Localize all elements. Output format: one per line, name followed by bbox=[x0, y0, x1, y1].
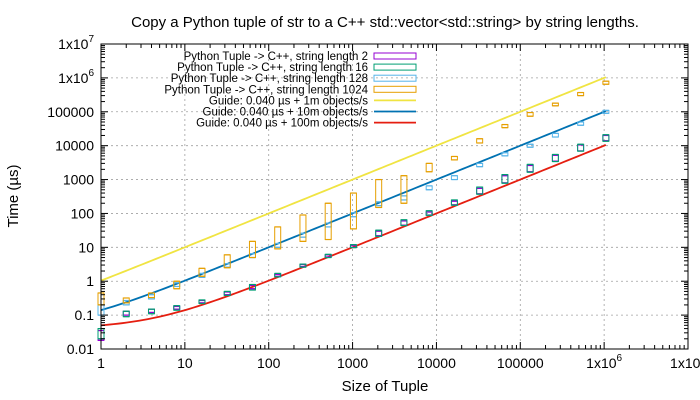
data-box bbox=[401, 221, 407, 225]
y-tick-label: 10 bbox=[78, 239, 94, 255]
data-box bbox=[123, 311, 129, 316]
x-axis-title: Size of Tuple bbox=[342, 378, 429, 395]
data-box bbox=[148, 295, 154, 299]
legend: Python Tuple -> C++, string length 2Pyth… bbox=[164, 51, 416, 130]
x-tick-label: 1x107 bbox=[670, 353, 700, 371]
data-box bbox=[224, 255, 230, 268]
y-tick-label: 0.1 bbox=[75, 307, 95, 323]
data-box bbox=[350, 193, 356, 229]
y-tick-label: 10000 bbox=[55, 138, 94, 154]
x-tick-label: 10 bbox=[177, 355, 193, 371]
y-tick-label: 100 bbox=[71, 205, 95, 221]
chart-title: Copy a Python tuple of str to a C++ std:… bbox=[131, 14, 639, 31]
y-axis-title: Time (µs) bbox=[5, 164, 22, 227]
data-box bbox=[426, 163, 432, 171]
data-box bbox=[477, 139, 483, 143]
y-tick-label: 1x107 bbox=[58, 34, 94, 52]
legend-swatch bbox=[374, 86, 416, 92]
x-tick-label: 10000 bbox=[417, 355, 456, 371]
x-tick-label: 1 bbox=[97, 355, 105, 371]
x-tick-label: 1000 bbox=[337, 355, 368, 371]
y-tick-label: 1x106 bbox=[58, 68, 94, 86]
data-box bbox=[527, 165, 533, 171]
legend-swatch bbox=[374, 75, 416, 81]
x-tick-label: 1x106 bbox=[586, 353, 622, 371]
data-box bbox=[477, 188, 483, 193]
data-box bbox=[552, 155, 558, 161]
x-tick-label: 100 bbox=[257, 355, 281, 371]
legend-swatch bbox=[374, 53, 416, 59]
x-tick-label: 100000 bbox=[497, 355, 544, 371]
data-box bbox=[401, 196, 407, 200]
y-tick-label: 1000 bbox=[63, 172, 94, 188]
guide-line bbox=[101, 111, 606, 310]
data-box bbox=[325, 203, 331, 239]
data-box bbox=[275, 227, 281, 249]
y-tick-label: 1 bbox=[86, 273, 94, 289]
legend-swatch bbox=[374, 64, 416, 70]
y-tick-label: 0.01 bbox=[67, 341, 94, 357]
y-tick-label: 100000 bbox=[47, 104, 94, 120]
legend-label: Guide: 0.040 µs + 100m objects/s bbox=[196, 118, 368, 130]
